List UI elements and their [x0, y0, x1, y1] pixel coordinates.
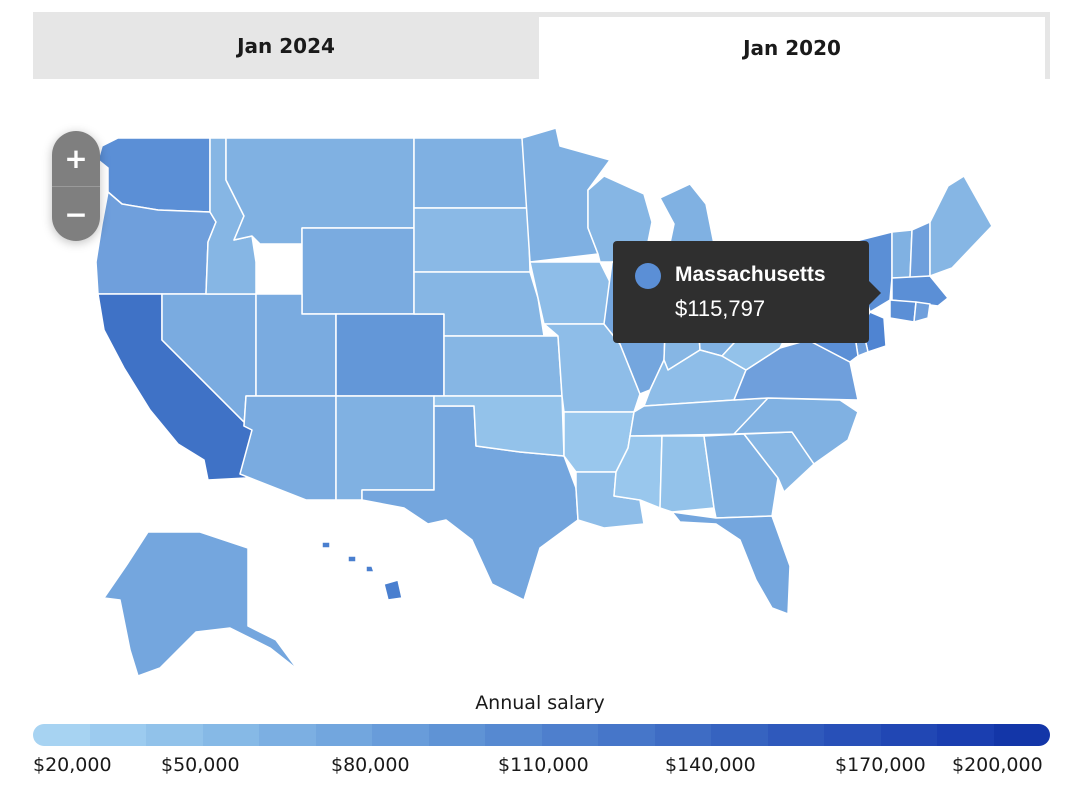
legend-ticks: $20,000 $50,000 $80,000 $110,000 $140,00… [0, 754, 1080, 780]
state-colorado[interactable] [335, 313, 445, 397]
legend-color-scale [33, 724, 1050, 746]
legend-tick: $110,000 [498, 754, 589, 776]
legend-color-step [993, 724, 1050, 746]
state-north-dakota[interactable] [413, 137, 529, 209]
legend-color-step [202, 724, 259, 746]
state-oklahoma[interactable] [433, 395, 565, 457]
map-svg [95, 127, 993, 677]
state-maine[interactable] [929, 175, 993, 277]
legend-title: Annual salary [475, 692, 605, 714]
state-connecticut[interactable] [889, 299, 917, 323]
legend-color-step [146, 724, 203, 746]
zoom-in-button[interactable]: + [64, 142, 88, 175]
legend-tick: $20,000 [33, 754, 112, 776]
state-florida[interactable] [671, 511, 791, 615]
legend-color-step [428, 724, 485, 746]
tooltip-color-dot [635, 263, 661, 289]
state-south-dakota[interactable] [413, 207, 531, 273]
state-iowa[interactable] [529, 261, 613, 325]
state-new-hampshire[interactable] [909, 221, 931, 279]
tab-jan-2020[interactable]: Jan 2020 [539, 12, 1050, 79]
tooltip-state-value: $115,797 [675, 296, 766, 321]
legend-color-step [937, 724, 994, 746]
legend-color-step [654, 724, 711, 746]
state-alaska[interactable] [103, 531, 299, 677]
period-tabs: Jan 2024 Jan 2020 [33, 12, 1050, 79]
state-alabama[interactable] [659, 435, 715, 513]
legend-tick: $50,000 [161, 754, 240, 776]
legend-color-step [485, 724, 542, 746]
zoom-out-button[interactable]: − [52, 186, 100, 241]
legend-color-step [767, 724, 824, 746]
state-arizona[interactable] [239, 395, 337, 501]
legend-color-step [824, 724, 881, 746]
tooltip-state-name: Massachusetts [675, 263, 826, 286]
state-tooltip: Massachusetts $115,797 [613, 241, 881, 343]
state-wyoming[interactable] [301, 227, 415, 315]
state-massachusetts[interactable] [891, 275, 949, 307]
legend-tick: $80,000 [331, 754, 410, 776]
legend-color-step [598, 724, 655, 746]
legend-color-step [315, 724, 372, 746]
legend-color-step [372, 724, 429, 746]
state-vermont[interactable] [891, 229, 913, 279]
state-new-mexico[interactable] [335, 395, 435, 501]
state-kansas[interactable] [443, 335, 563, 397]
legend-color-step [541, 724, 598, 746]
legend-color-step [880, 724, 937, 746]
legend-color-step [33, 724, 90, 746]
legend-color-step [711, 724, 768, 746]
legend-tick: $200,000 [952, 754, 1043, 776]
us-salary-map [33, 100, 1050, 690]
tab-jan-2024[interactable]: Jan 2024 [33, 12, 539, 79]
zoom-control: + − [52, 131, 100, 241]
legend-tick: $140,000 [665, 754, 756, 776]
state-rhode-island[interactable] [913, 301, 931, 323]
state-hawaii[interactable] [321, 541, 403, 601]
legend-color-step [89, 724, 146, 746]
legend-color-step [259, 724, 316, 746]
legend-tick: $170,000 [835, 754, 926, 776]
